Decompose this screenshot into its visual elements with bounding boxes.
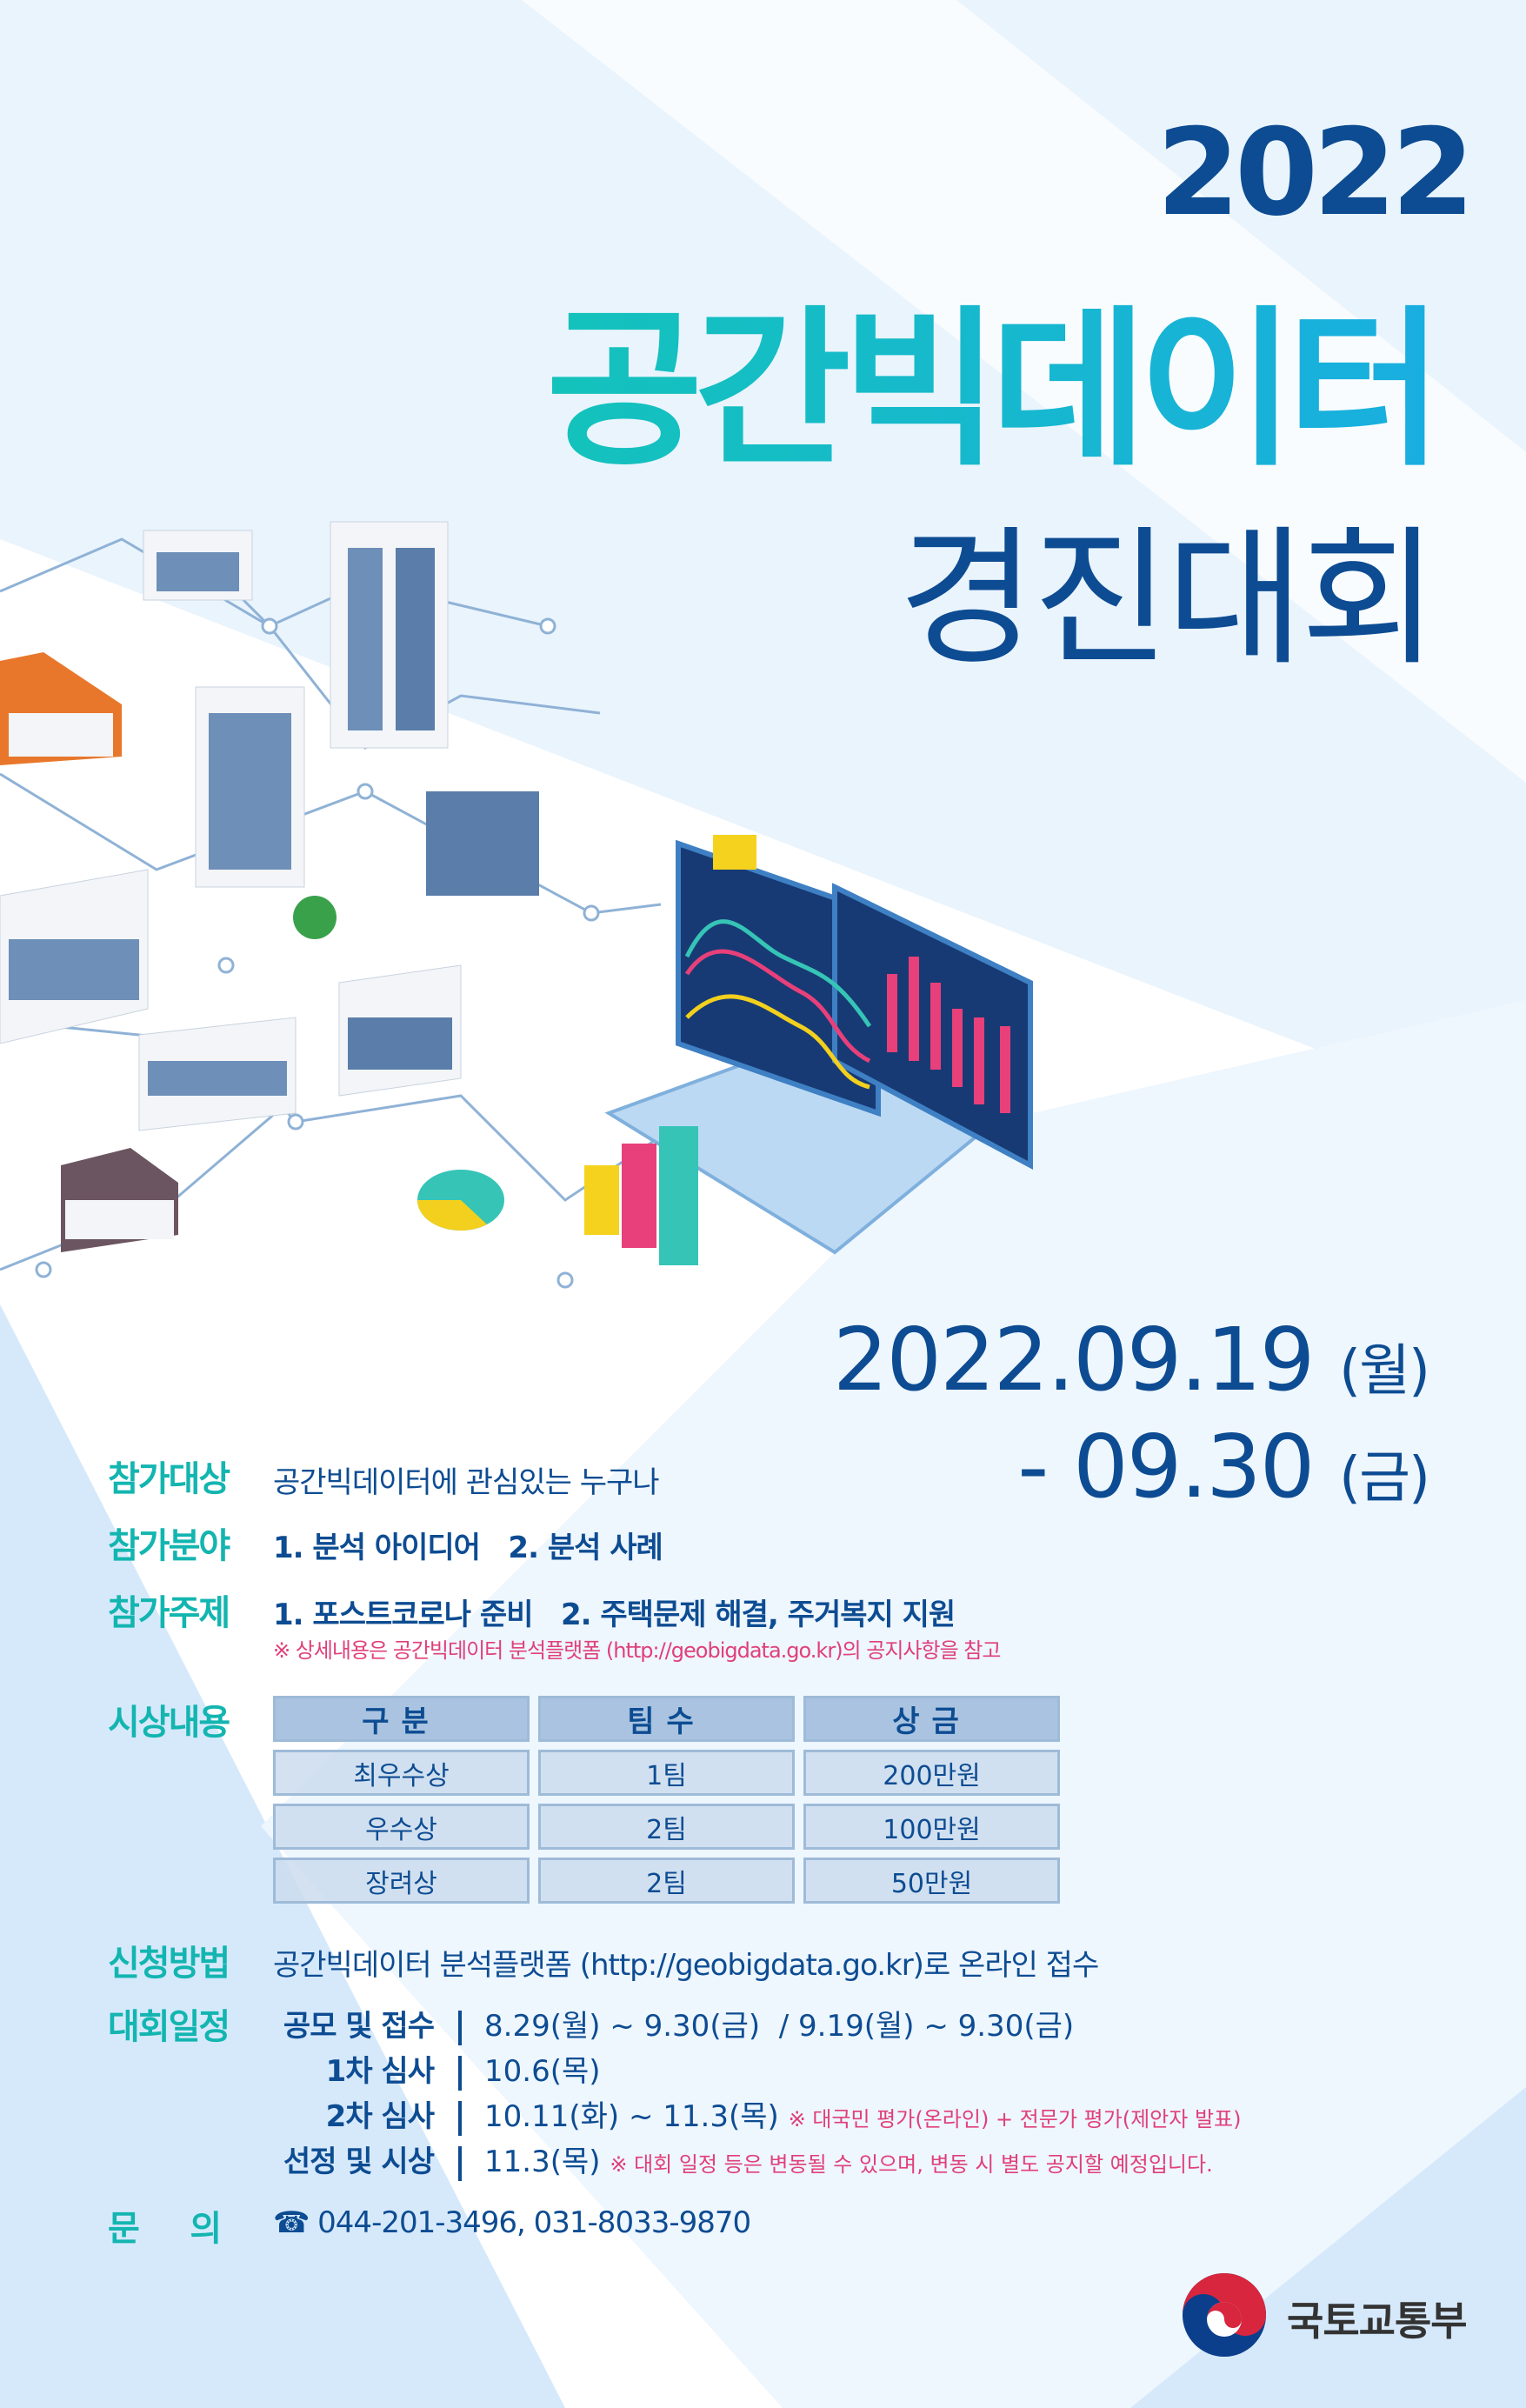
contact-text: 044-201-3496, 031-8033-9870 — [317, 2205, 751, 2240]
target-text: 공간빅데이터에 관심있는 누구나 — [273, 1465, 660, 1500]
label-awards: 시상내용 — [108, 1703, 230, 1743]
apply-text: 공간빅데이터 분석플랫폼 (http://geobigdata.go.kr)로 … — [273, 1948, 1099, 1983]
buildings — [0, 521, 539, 1252]
start-date: 2022.09.19 — [832, 1309, 1316, 1411]
label-apply: 신청방법 — [108, 1944, 230, 1984]
table-header: 팀수 — [538, 1696, 795, 1742]
schedule-key: 2차 심사 — [325, 2099, 435, 2134]
period-end: - 09.30 (금) — [1017, 1416, 1430, 1518]
laptop-illustration — [417, 835, 1033, 1265]
table-header: 구분 — [273, 1696, 530, 1742]
title-sub: 경진대회 — [898, 511, 1438, 686]
schedule-key: 1차 심사 — [325, 2054, 435, 2089]
table-cell: 50만원 — [803, 1858, 1060, 1904]
taegeuk-logo-icon — [1183, 2273, 1266, 2357]
ministry-name: 국토교통부 — [1287, 2298, 1468, 2345]
schedule-value: 11.3(목) — [484, 2145, 601, 2179]
end-day: (금) — [1339, 1446, 1430, 1511]
label-contact: 문 의 — [108, 2209, 222, 2249]
field-text: 1. 분석 아이디어 2. 분석 사례 — [273, 1531, 663, 1565]
divider — [458, 2010, 462, 2045]
label-field: 참가분야 — [108, 1526, 230, 1566]
divider — [458, 2145, 462, 2181]
label-target: 참가대상 — [108, 1459, 230, 1499]
label-theme: 참가주제 — [108, 1593, 230, 1633]
schedule-value: 8.29(월) ~ 9.30(금) / 9.19(월) ~ 9.30(금) — [484, 2009, 1075, 2044]
divider — [458, 2055, 462, 2091]
schedule-row: 1차 심사 10.6(목) — [273, 2047, 601, 2091]
table-header: 상금 — [803, 1696, 1060, 1742]
table-cell: 1팀 — [538, 1750, 795, 1796]
schedule-key: 선정 및 시상 — [283, 2145, 435, 2179]
table-cell: 장려상 — [273, 1858, 530, 1904]
contact: ☎ 044-201-3496, 031-8033-9870 — [273, 2205, 751, 2240]
period-start: 2022.09.19 (월) — [832, 1309, 1430, 1411]
table-cell: 최우수상 — [273, 1750, 530, 1796]
table-cell: 200만원 — [803, 1750, 1060, 1796]
schedule-note: ※ 대회 일정 등은 변동될 수 있으며, 변동 시 별도 공지할 예정입니다. — [610, 2152, 1213, 2177]
table-cell: 2팀 — [538, 1804, 795, 1850]
theme-text: 1. 포스트코로나 준비 2. 주택문제 해결, 주거복지 지원 — [273, 1598, 956, 1632]
schedule-note: ※ 대국민 평가(온라인) + 전문가 평가(제안자 발표) — [788, 2107, 1242, 2131]
table-cell: 우수상 — [273, 1804, 530, 1850]
city-network-illustration — [0, 521, 1033, 1289]
schedule-key: 공모 및 접수 — [283, 2009, 435, 2044]
start-day: (월) — [1339, 1339, 1430, 1404]
title-year: 2022 — [1156, 103, 1475, 243]
end-date: - 09.30 — [1017, 1416, 1315, 1518]
label-schedule: 대회일정 — [108, 2007, 230, 2047]
schedule-row: 2차 심사 10.11(화) ~ 11.3(목) ※ 대국민 평가(온라인) + … — [273, 2092, 1241, 2136]
awards-table: 구분 팀수 상금 최우수상 1팀 200만원 우수상 2팀 100만원 장려상 … — [273, 1696, 1060, 1904]
phone-icon: ☎ — [273, 2205, 310, 2240]
title-main: 공간빅데이터 — [348, 252, 1443, 498]
schedule-row: 공모 및 접수 8.29(월) ~ 9.30(금) / 9.19(월) ~ 9.3… — [273, 2002, 1074, 2045]
theme-note: ※ 상세내용은 공간빅데이터 분석플랫폼 (http://geobigdata.… — [273, 1638, 1001, 1663]
table-cell: 2팀 — [538, 1858, 795, 1904]
schedule-value: 10.6(목) — [484, 2054, 601, 2089]
divider — [458, 2100, 462, 2136]
schedule-value: 10.11(화) ~ 11.3(목) — [484, 2099, 779, 2134]
schedule-row: 선정 및 시상 11.3(목) ※ 대회 일정 등은 변동될 수 있으며, 변동 … — [273, 2138, 1213, 2181]
table-cell: 100만원 — [803, 1804, 1060, 1850]
